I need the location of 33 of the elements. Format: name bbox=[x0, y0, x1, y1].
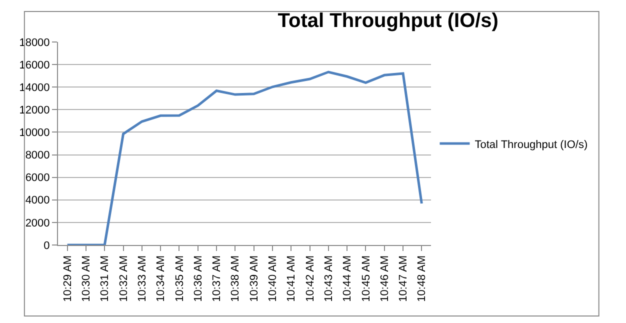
y-tick-label: 0 bbox=[44, 240, 50, 252]
chart-title: Total Throughput (IO/s) bbox=[278, 10, 498, 32]
y-tick-label: 8000 bbox=[25, 150, 50, 162]
x-tick-label: 10:35 AM bbox=[174, 255, 186, 302]
y-tick-label: 10000 bbox=[19, 127, 50, 140]
y-tick-label: 6000 bbox=[25, 172, 50, 184]
x-tick-label: 10:38 AM bbox=[230, 255, 242, 302]
y-tick-label: 2000 bbox=[25, 217, 50, 230]
y-tick-label: 16000 bbox=[19, 59, 50, 72]
x-tick-label: 10:42 AM bbox=[304, 255, 316, 302]
y-tick-label: 18000 bbox=[19, 36, 50, 49]
y-tick-label: 14000 bbox=[19, 82, 50, 94]
x-tick-label: 10:34 AM bbox=[155, 255, 168, 302]
y-tick-label: 4000 bbox=[25, 194, 50, 207]
x-tick-label: 10:37 AM bbox=[211, 255, 224, 302]
x-tick-label: 10:47 AM bbox=[398, 255, 410, 302]
x-tick-label: 10:39 AM bbox=[248, 255, 260, 302]
x-tick-label: 10:36 AM bbox=[192, 255, 204, 302]
x-tick-label: 10:32 AM bbox=[118, 255, 130, 302]
x-tick-label: 10:44 AM bbox=[342, 255, 354, 302]
x-tick-label: 10:29 AM bbox=[62, 255, 74, 302]
x-tick-label: 10:41 AM bbox=[286, 255, 298, 302]
legend-label: Total Throughput (IO/s) bbox=[474, 138, 588, 151]
x-tick-label: 10:33 AM bbox=[136, 255, 149, 302]
x-tick-label: 10:46 AM bbox=[378, 255, 391, 302]
x-tick-label: 10:45 AM bbox=[360, 255, 372, 302]
x-tick-label: 10:40 AM bbox=[267, 255, 280, 302]
x-tick-label: 10:48 AM bbox=[416, 255, 428, 302]
line-series bbox=[66, 70, 423, 245]
x-tick-label: 10:30 AM bbox=[80, 255, 93, 302]
x-tick-label: 10:43 AM bbox=[322, 255, 335, 302]
y-tick-label: 12000 bbox=[19, 104, 50, 117]
x-tick-label: 10:31 AM bbox=[99, 255, 112, 302]
